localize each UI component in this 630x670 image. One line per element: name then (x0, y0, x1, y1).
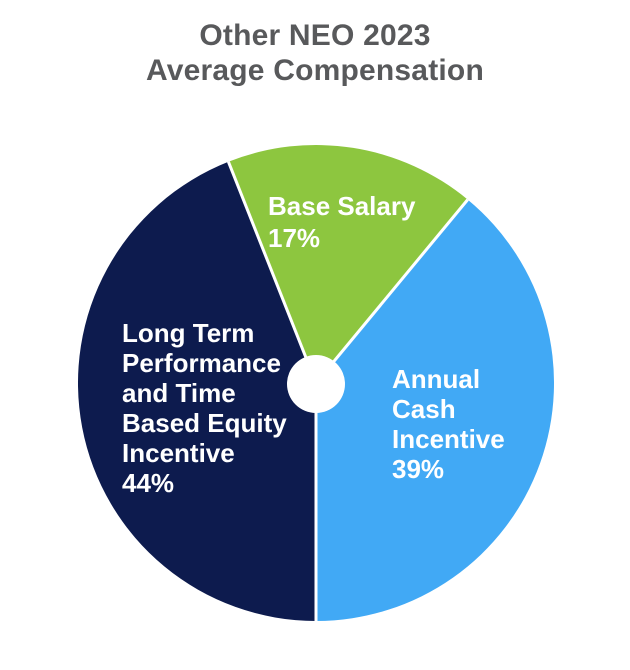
slice-separator (314, 198, 469, 384)
pie-slice-annual-cash-incentive (316, 199, 555, 621)
slice-separator (226, 161, 318, 384)
donut-hole (287, 355, 345, 413)
pie-slice-long-term-performance-and-time-based-equity-incentive (77, 161, 317, 621)
pie-slice-base-salary (228, 144, 468, 383)
chart-title: Other NEO 2023 Average Compensation (146, 19, 484, 87)
